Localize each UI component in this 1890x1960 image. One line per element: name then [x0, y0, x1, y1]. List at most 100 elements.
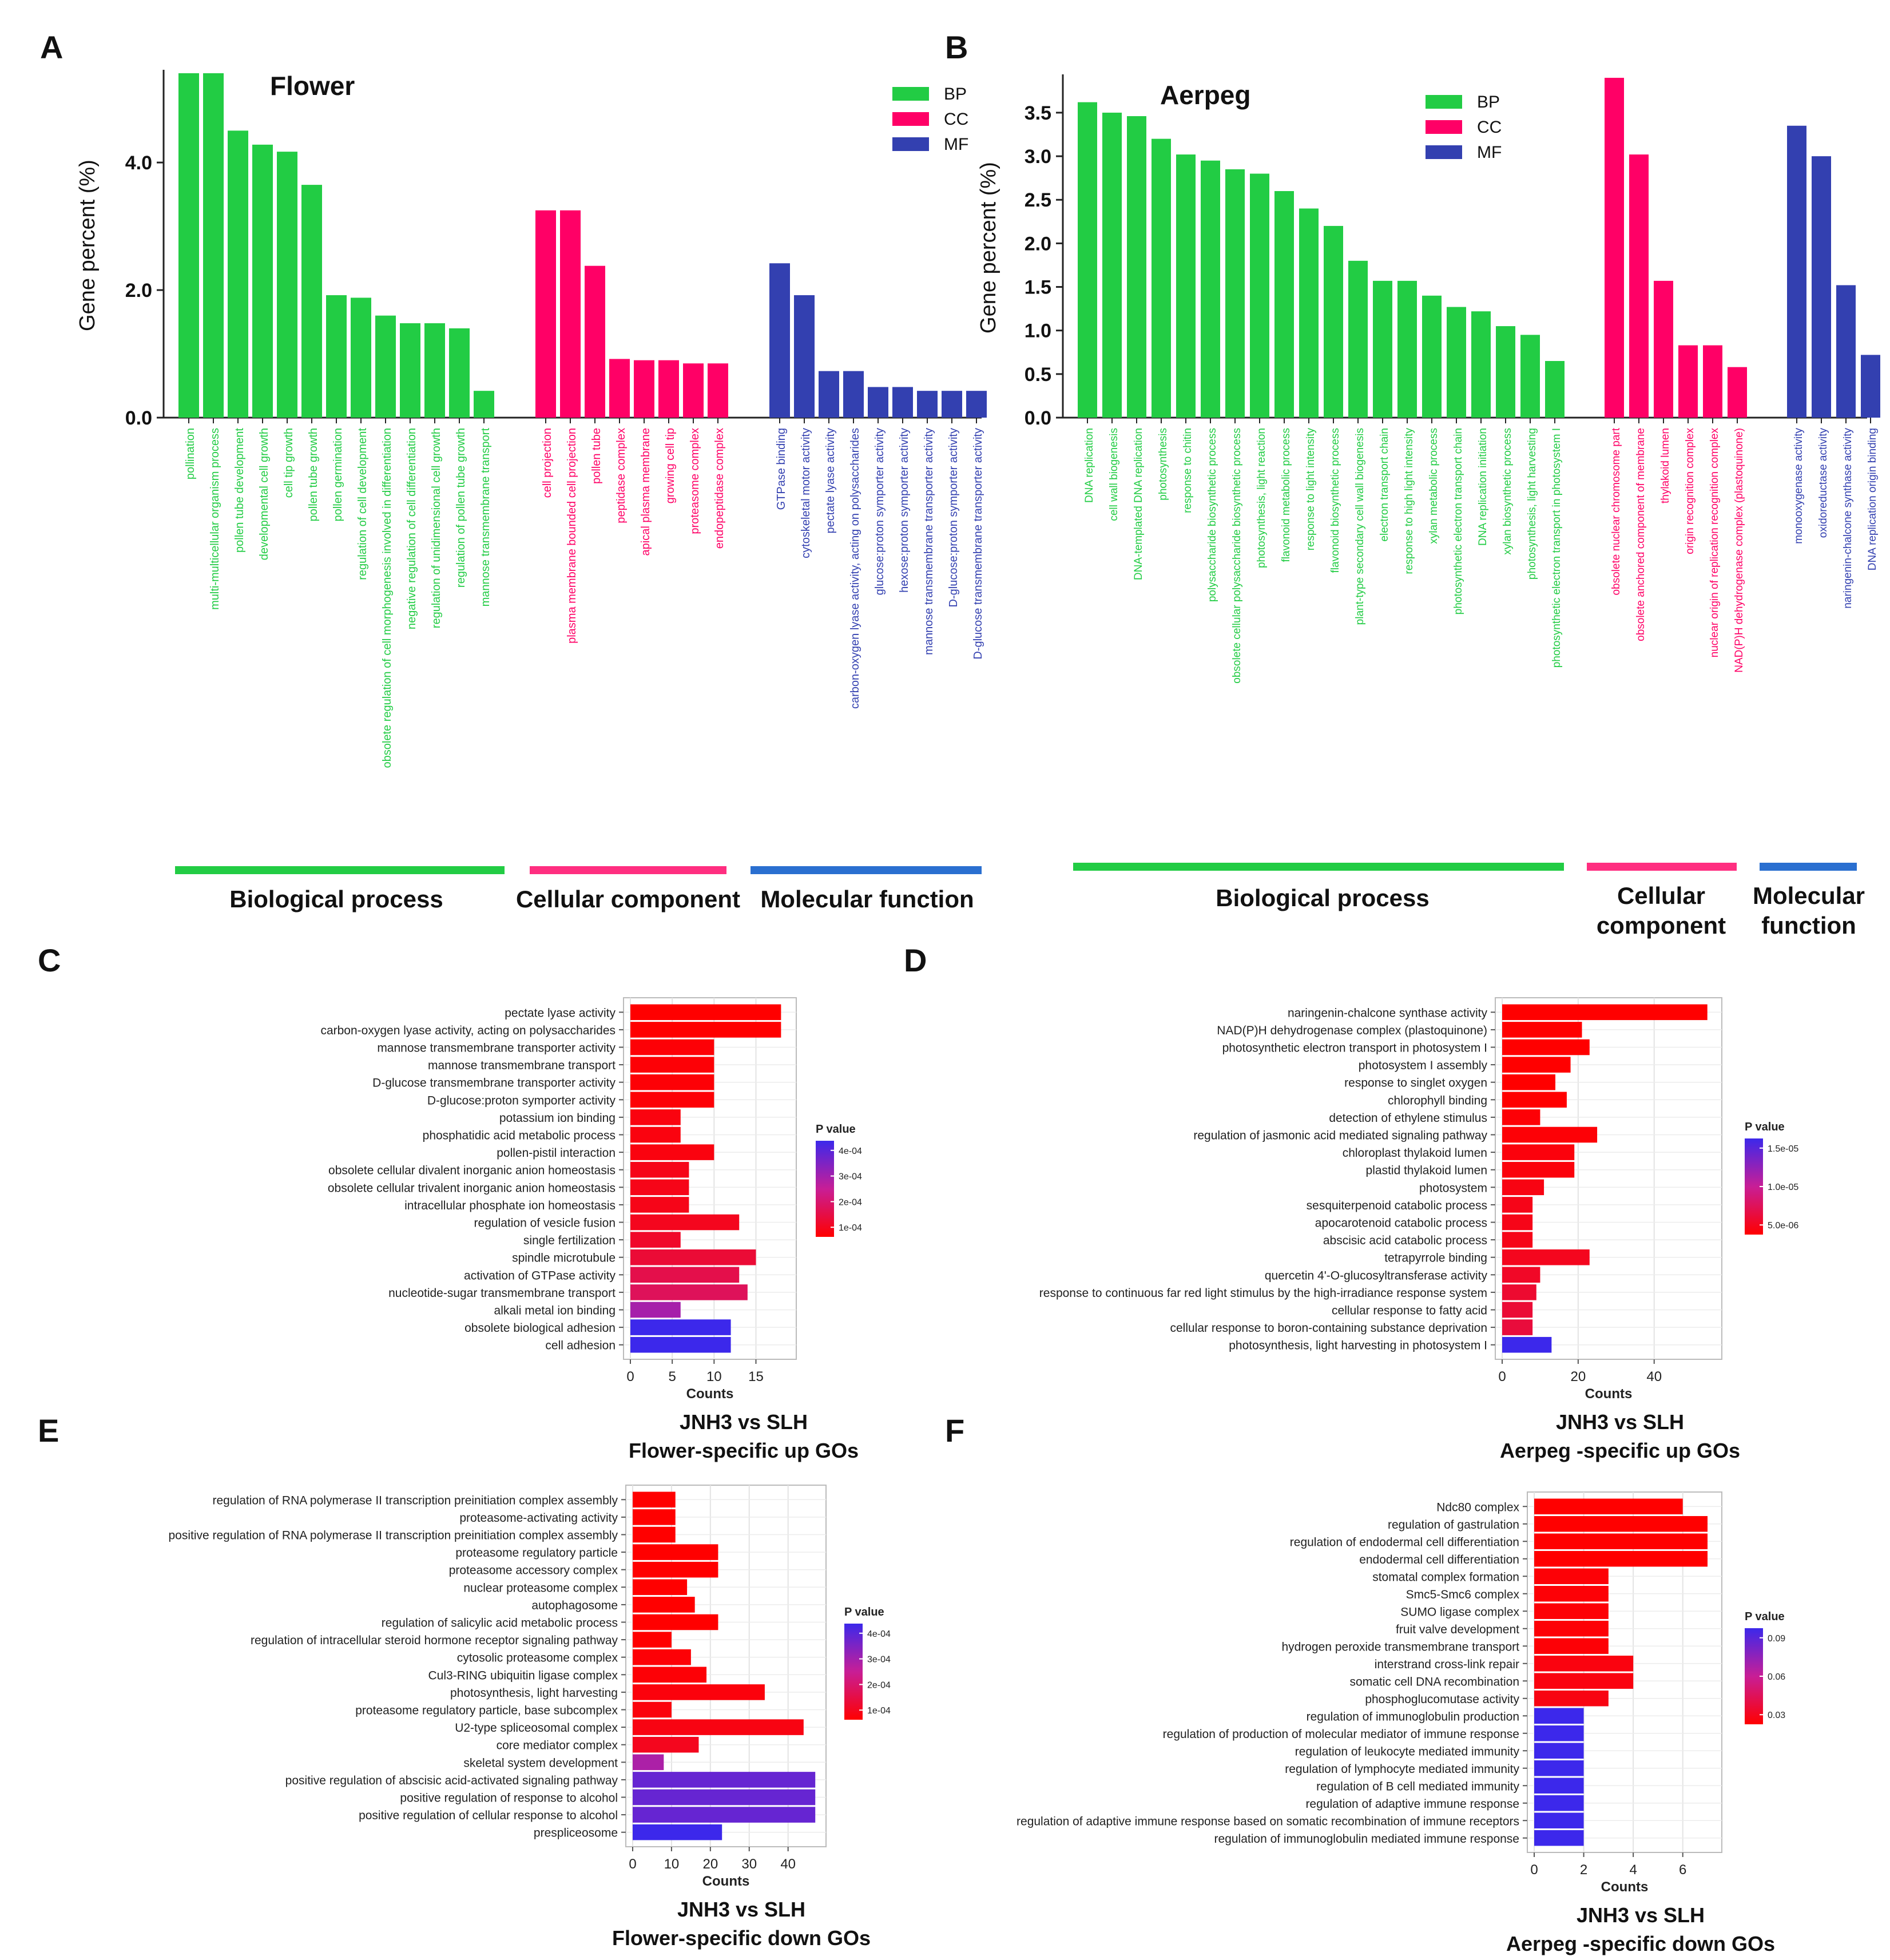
bar-cell-wall-biogenesis [1102, 112, 1122, 418]
x-tick-label: growing cell tip [664, 428, 677, 503]
x-axis-label: Counts [1601, 1879, 1649, 1895]
x-tick-label: photosynthesis, light harvesting [1526, 428, 1538, 580]
y-tick-label: pectate lyase activity [505, 1006, 616, 1019]
x-tick-label: naringenin-chalcone synthase activity [1842, 428, 1854, 609]
bar-photosystem-i-assembly [1502, 1057, 1571, 1073]
x-tick-label: 20 [1571, 1369, 1586, 1384]
x-tick-label: carbon-oxygen lyase activity, acting on … [849, 428, 861, 709]
x-axis-label: Counts [686, 1386, 734, 1402]
bar-response-to-high-light-intensity [1397, 280, 1417, 418]
bar-mannose-transmembrane-transporter-activi [630, 1039, 714, 1056]
bar-nuclear-proteasome-complex [633, 1579, 688, 1596]
panel-d: naringenin-chalcone synthase activity NAD… [904, 942, 1798, 1462]
y-tick-label: photosystem I assembly [1359, 1059, 1488, 1072]
bar-regulation-of-gastrulation [1534, 1516, 1708, 1532]
x-tick-label: DNA-templated DNA replication [1133, 428, 1145, 580]
x-tick-label: mannose transmembrane transporter activi… [923, 428, 935, 655]
x-tick-label: 15 [748, 1369, 764, 1384]
bar-pollen-tube-growth [301, 185, 322, 418]
x-tick-label: 6 [1679, 1862, 1686, 1878]
x-tick-label: origin recognition complex [1684, 428, 1696, 554]
bar-obsolete-cellular-trivalent-inorganic-an [630, 1179, 689, 1196]
y-tick-label: photosynthesis, light harvesting [450, 1687, 618, 1700]
y-tick-label: tetrapyrrole binding [1384, 1252, 1487, 1265]
y-tick-label: response to continuous far red light sti… [1039, 1287, 1487, 1300]
x-tick-label: 0 [626, 1369, 634, 1384]
bar-cell-projection [535, 210, 556, 418]
legend-swatch-cc [1426, 120, 1462, 134]
bar-positive-regulation-of-rna-polymerase-ii [633, 1526, 676, 1543]
y-tick-label: interstrand cross-link repair [1375, 1658, 1519, 1671]
x-tick-label: mannose transmembrane transport [479, 428, 492, 607]
y-tick-label: stomatal complex formation [1372, 1570, 1519, 1584]
bar-regulation-of-pollen-tube-growth [449, 328, 470, 418]
bar-skeletal-system-development [633, 1754, 664, 1771]
bar-cul3-ring-ubiquitin-ligase-complex [633, 1667, 707, 1683]
y-tick-label: 0.5 [1025, 364, 1051, 386]
bar-obsolete-biological-adhesion [630, 1319, 731, 1335]
x-tick-label: response to chitin [1182, 428, 1194, 513]
y-tick-label: SUMO ligase complex [1400, 1605, 1519, 1618]
y-tick-label: detection of ethylene stimulus [1329, 1112, 1487, 1125]
x-tick-label: flavonoid biosynthetic process [1329, 428, 1341, 573]
colorbar-tick-label: 3e-04 [839, 1172, 862, 1182]
y-tick-label: regulation of adaptive immune response b… [1017, 1815, 1519, 1828]
y-tick-label: proteasome regulatory particle [455, 1546, 618, 1560]
colorbar-tick-label: 0.09 [1768, 1634, 1785, 1644]
y-tick-label: photosynthetic electron transport in pho… [1222, 1042, 1487, 1055]
bar-nuclear-origin-of-replication-recognitio [1703, 345, 1722, 418]
y-tick-label: alkali metal ion binding [494, 1304, 616, 1318]
y-tick-label: activation of GTPase activity [464, 1269, 616, 1282]
bar-cell-adhesion [630, 1336, 731, 1353]
legend-label-bp: BP [944, 85, 967, 104]
legend-swatch-mf [1426, 145, 1462, 159]
colorbar-tick-label: 1e-04 [867, 1706, 891, 1716]
bar-stomatal-complex-formation [1534, 1568, 1609, 1584]
bar-pectate-lyase-activity [819, 371, 839, 418]
bar-naringenin-chalcone-synthase-activity [1502, 1004, 1708, 1021]
y-tick-label: regulation of immunoglobulin production [1307, 1710, 1519, 1723]
bar-cytoskeletal-motor-activity [794, 295, 815, 418]
bar-mannose-transmembrane-transport [630, 1057, 714, 1073]
y-tick-label: positive regulation of cellular response… [359, 1809, 618, 1822]
x-tick-label: proteasome complex [689, 428, 701, 534]
y-tick-label: regulation of leukocyte mediated immunit… [1295, 1745, 1520, 1758]
bar-regulation-of-production-of-molecular-me [1534, 1725, 1584, 1741]
bar-dna-templated-dna-replication [1127, 116, 1146, 418]
x-tick-label: multi-multicellular organism process [209, 428, 221, 610]
chart-title-line1: JNH3 vs SLH [677, 1898, 805, 1921]
y-tick-label: 2.5 [1025, 189, 1051, 211]
y-tick-label: hydrogen peroxide transmembrane transpor… [1281, 1640, 1519, 1653]
bar-obsolete-cellular-polysaccharide-biosynt [1225, 169, 1245, 418]
y-tick-label: regulation of intracellular steroid horm… [251, 1634, 618, 1647]
bar-positive-regulation-of-response-to-alcoh [633, 1789, 816, 1806]
y-tick-label: intracellular phosphate ion homeostasis [404, 1199, 616, 1212]
bar-d-glucose-transmembrane-transporter-acti [630, 1074, 714, 1090]
x-tick-label: NAD(P)H dehydrogenase complex (plastoqui… [1733, 428, 1745, 673]
y-tick-label: proteasome-activating activity [459, 1511, 618, 1525]
bar-pollen-tube-development [228, 130, 248, 418]
x-tick-label: obsolete anchored component of membrane [1635, 428, 1647, 641]
bar-chlorophyll-binding [1502, 1092, 1567, 1108]
bar-glucose-proton-symporter-activity [868, 387, 888, 418]
y-tick-label: phosphatidic acid metabolic process [423, 1129, 616, 1142]
bar-apocarotenoid-catabolic-process [1502, 1214, 1533, 1231]
panel-letter-e: E [38, 1413, 59, 1449]
bar-response-to-chitin [1176, 154, 1196, 418]
bar-smc5-smc6-complex [1534, 1586, 1609, 1602]
bar-pollen-pistil-interaction [630, 1144, 714, 1160]
bar-plant-type-secondary-cell-wall-biogenesi [1348, 260, 1368, 418]
x-tick-label: 30 [741, 1856, 757, 1872]
bar-regulation-of-rna-polymerase-ii-transcri [633, 1491, 676, 1508]
y-tick-label: positive regulation of response to alcoh… [400, 1792, 618, 1805]
y-tick-label: skeletal system development [463, 1756, 618, 1769]
bar-proteasome-regulatory-particle [633, 1544, 718, 1560]
bar-dna-replication-initiation [1471, 311, 1491, 418]
panel-b: 0.0 0.5 1.0 1.5 2.0 2.5 3.0 3.5 Gene percent (%)… [945, 29, 1880, 939]
bar-growing-cell-tip [658, 360, 679, 418]
y-tick-label: cytosolic proteasome complex [457, 1652, 618, 1665]
bar-photosynthesis-light-harvesting-in-photo [1502, 1336, 1552, 1353]
x-tick-label: DNA replication initiation [1477, 428, 1489, 546]
pvalue-legend-title: P value [1745, 1121, 1785, 1133]
